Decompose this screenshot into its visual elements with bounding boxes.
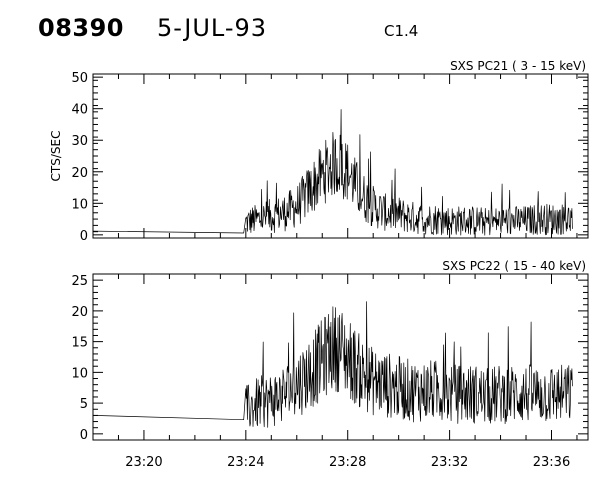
y-tick-label: 15 <box>71 336 88 351</box>
y-tick-label: 20 <box>71 305 88 320</box>
y-tick-label: 10 <box>71 197 88 212</box>
panel-title: SXS PC21 ( 3 - 15 keV) <box>450 59 586 73</box>
x-tick-label: 23:32 <box>431 455 468 470</box>
flare-class: C1.4 <box>384 22 419 40</box>
y-tick-label: 40 <box>71 103 88 118</box>
y-tick-label: 0 <box>80 428 88 443</box>
light-curve-series <box>92 109 573 236</box>
panel-title: SXS PC22 ( 15 - 40 keV) <box>442 259 586 273</box>
x-tick-label: 23:20 <box>125 455 162 470</box>
x-tick-label: 23:36 <box>533 455 570 470</box>
y-tick-label: 5 <box>80 397 88 412</box>
x-tick-label: 23:24 <box>227 455 264 470</box>
y-axis-label: CTS/SEC <box>49 131 63 182</box>
light-curve-series <box>92 301 573 428</box>
y-tick-label: 0 <box>80 229 88 244</box>
y-tick-label: 20 <box>71 166 88 181</box>
plot-frame <box>92 273 589 441</box>
event-date: 5-JUL-93 <box>157 14 268 42</box>
x-tick-label: 23:28 <box>329 455 366 470</box>
event-id: 08390 <box>38 14 124 42</box>
y-tick-label: 10 <box>71 366 88 381</box>
plot-frame <box>92 73 589 239</box>
y-tick-label: 50 <box>71 71 88 86</box>
y-tick-label: 30 <box>71 134 88 149</box>
y-tick-label: 25 <box>71 274 88 289</box>
